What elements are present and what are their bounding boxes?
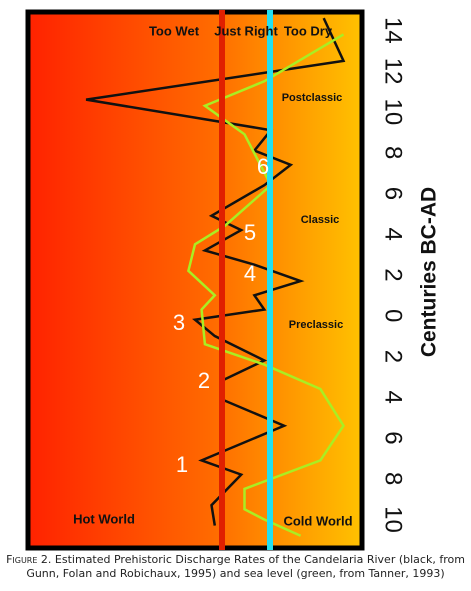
y-tick-label: 8 bbox=[380, 472, 407, 485]
chart: Too Wet Just Right Too Dry Postclassic C… bbox=[25, 9, 441, 551]
annotation: 1 bbox=[176, 452, 188, 477]
annotation: Just Right bbox=[214, 23, 278, 38]
y-tick-label: 10 bbox=[380, 99, 407, 126]
annotation: 2 bbox=[198, 368, 210, 393]
annotation: Too Dry bbox=[284, 23, 333, 38]
y-tick-label: 14 bbox=[380, 17, 407, 44]
y-tick-label: 10 bbox=[380, 506, 407, 533]
caption-label: Figure 2. bbox=[6, 553, 52, 566]
y-tick-label: 6 bbox=[380, 431, 407, 444]
y-tick-label: 4 bbox=[380, 391, 407, 404]
y-tick-label: 2 bbox=[380, 350, 407, 363]
caption: Figure 2. Estimated Prehistoric Discharg… bbox=[4, 553, 467, 581]
plot-area bbox=[25, 9, 365, 551]
annotation: 4 bbox=[244, 261, 256, 286]
y-tick-label: 4 bbox=[380, 227, 407, 240]
y-axis-title: Centuries BC-AD bbox=[418, 187, 441, 357]
annotation: Too Wet bbox=[149, 23, 200, 38]
y-tick-label: 2 bbox=[380, 268, 407, 281]
annotation: Hot World bbox=[73, 511, 135, 526]
annotation: 5 bbox=[244, 220, 256, 245]
y-tick-label: 8 bbox=[380, 146, 407, 159]
caption-text: Estimated Prehistoric Discharge Rates of… bbox=[26, 553, 465, 580]
y-tick-label: 0 bbox=[380, 309, 407, 322]
annotation: 6 bbox=[257, 154, 269, 179]
annotation: Cold World bbox=[283, 513, 352, 528]
y-tick-label: 12 bbox=[380, 58, 407, 85]
y-tick-label: 6 bbox=[380, 187, 407, 200]
annotation: Classic bbox=[301, 214, 340, 226]
series-line bbox=[187, 33, 345, 537]
annotation: Postclassic bbox=[282, 92, 343, 104]
annotation: Preclassic bbox=[289, 319, 343, 331]
annotation: 3 bbox=[173, 310, 185, 335]
